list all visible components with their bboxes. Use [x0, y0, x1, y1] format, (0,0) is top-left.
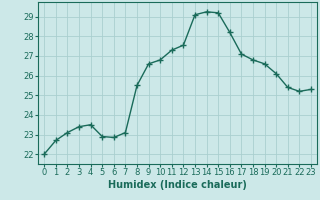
X-axis label: Humidex (Indice chaleur): Humidex (Indice chaleur)	[108, 180, 247, 190]
